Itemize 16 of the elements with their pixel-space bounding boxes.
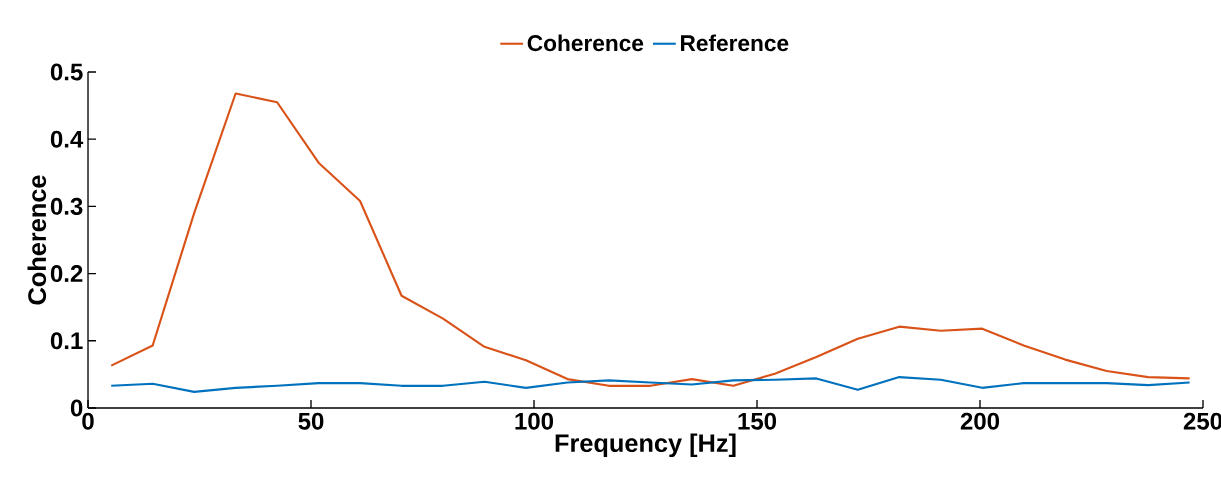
x-tick-label: 0 xyxy=(82,412,94,430)
legend-label: Coherence xyxy=(527,34,644,52)
x-tick-label: 100 xyxy=(515,412,554,430)
y-tick-label: 0.2 xyxy=(50,265,83,283)
y-tick-label: 0.5 xyxy=(50,63,83,81)
line-series xyxy=(110,92,1191,387)
y-tick-label: 0.3 xyxy=(50,197,83,215)
x-tick-label: 50 xyxy=(298,412,324,430)
x-tick-label: 150 xyxy=(738,412,777,430)
y-tick-label: 0 xyxy=(70,399,83,417)
y-axis-title: Coherence xyxy=(27,175,47,305)
y-tick-label: 0.1 xyxy=(50,332,83,350)
x-axis-title: Frequency [Hz] xyxy=(555,433,736,458)
legend-label: Reference xyxy=(681,34,789,52)
x-tick-label: 200 xyxy=(960,412,1000,430)
y-tick-label: 0.4 xyxy=(50,130,84,148)
